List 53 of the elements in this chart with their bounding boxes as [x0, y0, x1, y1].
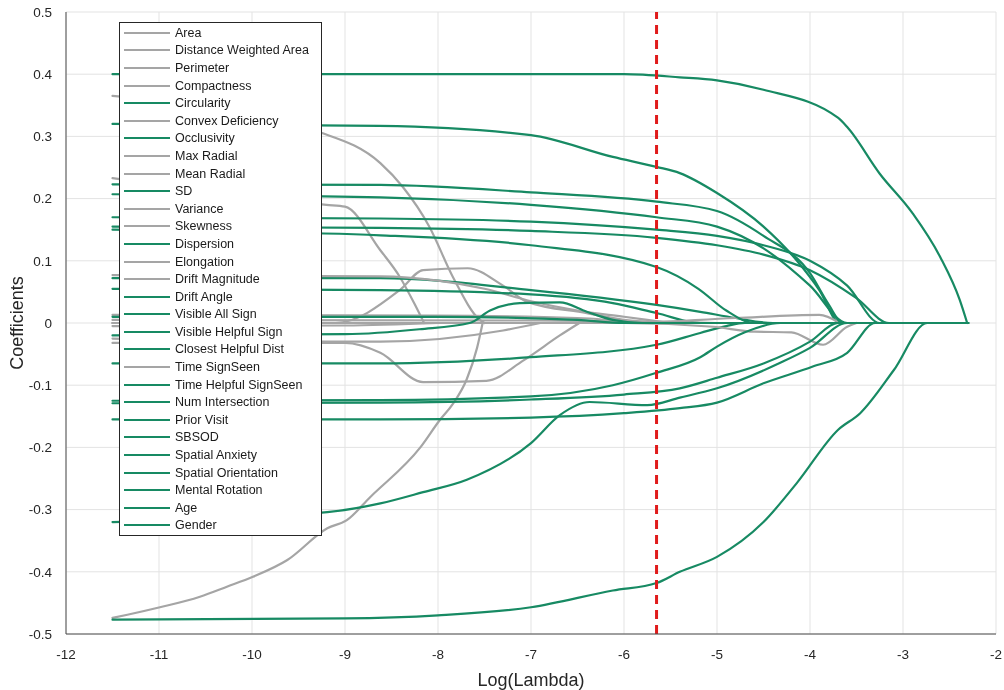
legend-label: Compactness: [175, 78, 252, 93]
legend-label: Elongation: [175, 254, 235, 269]
y-tick-label: 0.4: [33, 66, 53, 82]
x-tick-label: -3: [896, 646, 910, 662]
legend-label: Circularity: [175, 96, 231, 111]
legend-label: Variance: [175, 201, 224, 216]
legend-label: Distance Weighted Area: [175, 43, 309, 58]
y-tick-label: 0.1: [33, 253, 52, 269]
y-tick-label: -0.3: [28, 502, 52, 518]
legend-label: Closest Helpful Dist: [175, 342, 285, 357]
legend-label: Drift Magnitude: [175, 272, 260, 287]
legend-label: SBSOD: [175, 430, 219, 445]
legend-label: Visible All Sign: [175, 307, 257, 322]
x-tick-label: -11: [149, 646, 169, 662]
legend-label: Convex Deficiency: [175, 113, 279, 128]
legend-label: Num Intersection: [175, 395, 270, 410]
y-tick-label: -0.2: [28, 440, 52, 456]
x-tick-label: -9: [338, 646, 352, 662]
legend-label: Spatial Anxiety: [175, 448, 257, 463]
legend-label: Gender: [175, 518, 217, 533]
y-tick-label: -0.1: [28, 377, 52, 393]
x-tick-label: -10: [242, 646, 262, 662]
y-axis-title: Coefficients: [7, 276, 28, 370]
y-tick-label: 0.3: [33, 129, 52, 145]
y-tick-label: -0.4: [28, 564, 53, 580]
legend-label: Mean Radial: [175, 166, 246, 181]
legend-label: Drift Angle: [175, 289, 233, 304]
legend-label: Prior Visit: [175, 412, 229, 427]
legend-label: SD: [175, 184, 193, 199]
legend-label: Area: [175, 25, 202, 40]
y-tick-label: 0.5: [33, 4, 52, 20]
legend-label: Time Helpful SignSeen: [175, 377, 303, 392]
legend-label: Max Radial: [175, 148, 238, 163]
y-tick-label: 0: [44, 315, 52, 331]
y-tick-label: -0.5: [28, 626, 52, 642]
x-tick-label: -4: [803, 646, 817, 662]
legend-label: Age: [175, 500, 198, 515]
x-tick-label: -2: [989, 646, 1003, 662]
x-tick-label: -8: [431, 646, 445, 662]
y-tick-label: 0.2: [33, 191, 52, 207]
x-tick-label: -12: [56, 646, 76, 662]
legend-label: Dispersion: [175, 236, 235, 251]
legend-label: Mental Rotation: [175, 483, 263, 498]
legend-label: Spatial Orientation: [175, 465, 278, 480]
legend-label: Time SignSeen: [175, 360, 260, 375]
legend-label: Perimeter: [175, 60, 230, 75]
x-tick-label: -5: [710, 646, 724, 662]
x-tick-label: -7: [524, 646, 538, 662]
legend-label: Occlusivity: [175, 131, 235, 146]
x-axis-title: Log(Lambda): [477, 670, 585, 690]
x-tick-label: -6: [617, 646, 631, 662]
legend-label: Visible Helpful Sign: [175, 324, 283, 339]
legend-label: Skewness: [175, 219, 232, 234]
